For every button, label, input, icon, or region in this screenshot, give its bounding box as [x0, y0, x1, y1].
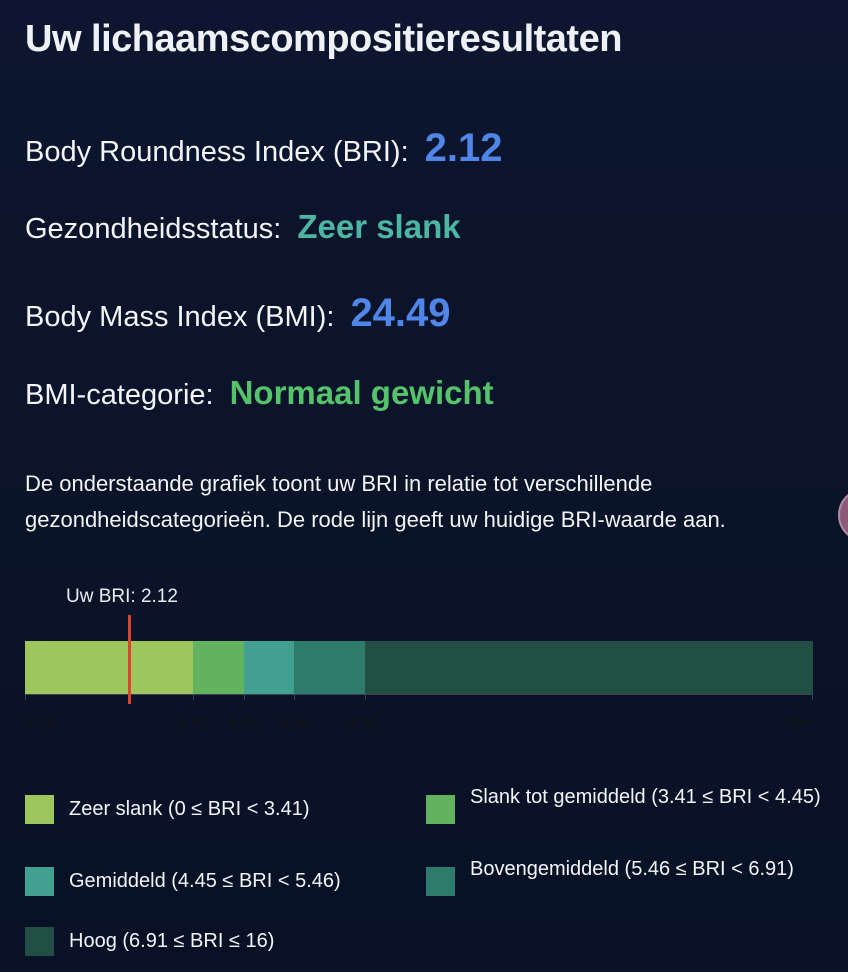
bmi-row: Body Mass Index (BMI): 24.49: [25, 291, 451, 336]
legend-item: Zeer slank (0 ≤ BRI < 3.41): [25, 795, 409, 824]
bmi-category-label: BMI-categorie:: [25, 379, 214, 411]
page-title: Uw lichaamscompositieresultaten: [25, 18, 622, 60]
bmi-category-row: BMI-categorie: Normaal gewicht: [25, 374, 494, 412]
legend-swatch: [426, 795, 455, 824]
marker-label: Uw BRI: 2.12: [66, 586, 178, 607]
bri-label: Body Roundness Index (BRI):: [25, 136, 409, 168]
legend-label: Bovengemiddeld (5.46 ≤ BRI < 6.91): [470, 858, 794, 880]
bar-segment: [365, 641, 813, 694]
bar-segment: [244, 641, 294, 694]
bar-segment: [293, 641, 366, 694]
bar-segment: [25, 641, 193, 694]
axis-tick-label: 0.00: [25, 714, 57, 731]
legend-item: Hoog (6.91 ≤ BRI ≤ 16): [25, 927, 409, 956]
bri-row: Body Roundness Index (BRI): 2.12: [25, 126, 503, 171]
chart-description: De onderstaande grafiek toont uw BRI in …: [25, 471, 726, 532]
legend-swatch: [25, 867, 54, 896]
axis-tick: [365, 694, 367, 700]
axis-tick-label: 3.41: [177, 714, 209, 731]
axis-tick: [192, 694, 194, 700]
legend-swatch: [25, 927, 54, 956]
bri-value: 2.12: [424, 126, 503, 170]
axis-tick-label: 6.91: [349, 714, 381, 731]
legend-item: Gemiddeld (4.45 ≤ BRI < 5.46): [25, 867, 409, 896]
avatar[interactable]: [838, 488, 848, 542]
legend-swatch: [25, 795, 54, 824]
axis-tick: [244, 694, 246, 700]
legend-item: Bovengemiddeld (5.46 ≤ BRI < 6.91): [426, 858, 840, 896]
legend-item: Slank tot gemiddeld (3.41 ≤ BRI < 4.45): [426, 786, 840, 824]
bri-marker-line: [128, 615, 132, 704]
axis-tick: [812, 694, 813, 700]
bri-scale-bar: [25, 641, 813, 694]
legend-label: Gemiddeld (4.45 ≤ BRI < 5.46): [69, 870, 341, 892]
bmi-category-value: Normaal gewicht: [229, 374, 494, 411]
bar-segment: [192, 641, 245, 694]
axis-tick-label: 16+: [785, 714, 813, 731]
axis-tick: [25, 694, 26, 700]
legend-label: Slank tot gemiddeld (3.41 ≤ BRI < 4.45): [470, 786, 821, 808]
axis-tick: [293, 694, 295, 700]
status-row: Gezondheidsstatus: Zeer slank: [25, 208, 461, 246]
axis-line: [25, 694, 813, 695]
status-value: Zeer slank: [297, 208, 461, 245]
legend-swatch: [426, 867, 455, 896]
axis-tick-label: 5.46: [278, 714, 310, 731]
legend-label: Zeer slank (0 ≤ BRI < 3.41): [69, 798, 310, 820]
axis-tick-label: 4.45: [228, 714, 260, 731]
status-label: Gezondheidsstatus:: [25, 213, 282, 245]
bmi-label: Body Mass Index (BMI):: [25, 301, 335, 333]
legend-label: Hoog (6.91 ≤ BRI ≤ 16): [69, 930, 275, 952]
bmi-value: 24.49: [350, 291, 451, 335]
